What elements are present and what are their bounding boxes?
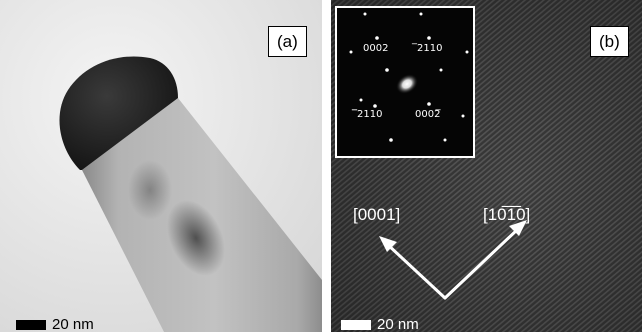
direction-label-10-10: [10̅1̅0] <box>483 205 531 224</box>
hrtem-panel-b: 0002 ̅2110 ̅̅2110 0002̅ (b) [0001] [10̅1… <box>331 0 642 332</box>
diffraction-spots <box>349 12 469 142</box>
panel-b-label: (b) <box>590 26 629 57</box>
scale-bar-line <box>341 319 371 330</box>
scale-bar-b: 20 nm <box>341 317 419 332</box>
diffraction-spot-label: ̅2110 <box>417 43 443 54</box>
diffraction-spot-label: 0002 <box>363 43 389 54</box>
scale-bar-line <box>16 319 46 330</box>
diffraction-pattern-inset: 0002 ̅2110 ̅̅2110 0002̅ <box>335 6 475 158</box>
scale-bar-a: 20 nm <box>16 317 94 332</box>
scale-bar-label: 20 nm <box>52 316 94 332</box>
panel-a-label: (a) <box>268 26 307 57</box>
tem-panel-a: (a) 20 nm <box>0 0 322 332</box>
diffraction-spot-label: ̅̅2110 <box>357 109 383 120</box>
diffraction-spot-label: 0002̅ <box>415 109 441 120</box>
direction-label-0001: [0001] <box>353 205 401 224</box>
scale-bar-label: 20 nm <box>377 316 419 332</box>
